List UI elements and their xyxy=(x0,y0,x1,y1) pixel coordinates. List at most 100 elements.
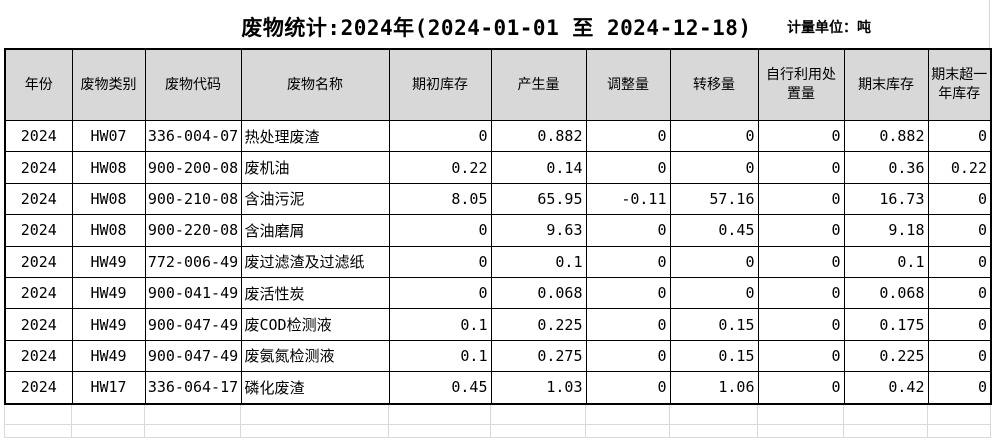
cell-opening_stock[interactable]: 0.1 xyxy=(388,308,492,341)
cell-code[interactable]: 900-047-49 xyxy=(144,308,242,341)
cell-produced[interactable]: 0.275 xyxy=(490,339,587,373)
cell-self_disposal[interactable]: 0 xyxy=(757,214,845,247)
cell-over_year_stock[interactable]: 0 xyxy=(927,119,992,153)
cell-self_disposal[interactable]: 0 xyxy=(757,119,845,153)
cell-name[interactable]: 废过滤渣及过滤纸 xyxy=(240,245,390,278)
cell-year[interactable]: 2024 xyxy=(4,371,73,405)
col-header-category[interactable]: 废物类别 xyxy=(71,48,146,121)
cell-transferred[interactable]: 0 xyxy=(669,119,759,153)
col-header-ending-stock[interactable]: 期末库存 xyxy=(843,48,929,121)
cell-category[interactable]: HW49 xyxy=(71,339,146,373)
cell-year[interactable]: 2024 xyxy=(4,308,73,341)
cell-ending_stock[interactable]: 0.36 xyxy=(843,151,929,184)
cell-code[interactable]: 900-210-08 xyxy=(144,182,242,216)
cell-produced[interactable]: 0.882 xyxy=(490,119,587,153)
cell-category[interactable]: HW17 xyxy=(71,371,146,405)
cell-opening_stock[interactable]: 0.45 xyxy=(388,371,492,405)
cell-category[interactable]: HW49 xyxy=(71,308,146,341)
cell-name[interactable]: 含油污泥 xyxy=(240,182,390,216)
cell-adjusted[interactable]: 0 xyxy=(585,214,671,247)
cell-name[interactable]: 磷化废渣 xyxy=(240,371,390,405)
cell-adjusted[interactable]: 0 xyxy=(585,119,671,153)
cell-transferred[interactable]: 57.16 xyxy=(669,182,759,216)
cell-opening_stock[interactable]: 0 xyxy=(388,245,492,278)
cell-over_year_stock[interactable]: 0 xyxy=(927,339,992,373)
empty-cell[interactable] xyxy=(4,424,72,438)
cell-transferred[interactable]: 0.15 xyxy=(669,339,759,373)
cell-opening_stock[interactable]: 0.1 xyxy=(388,339,492,373)
cell-over_year_stock[interactable]: 0 xyxy=(927,245,992,278)
col-header-produced[interactable]: 产生量 xyxy=(490,48,587,121)
cell-code[interactable]: 900-220-08 xyxy=(144,214,242,247)
empty-cell[interactable] xyxy=(71,404,145,425)
cell-produced[interactable]: 0.068 xyxy=(490,276,587,310)
cell-name[interactable]: 废氨氮检测液 xyxy=(240,339,390,373)
cell-over_year_stock[interactable]: 0 xyxy=(927,276,992,310)
col-header-code[interactable]: 废物代码 xyxy=(144,48,242,121)
cell-ending_stock[interactable]: 0.42 xyxy=(843,371,929,405)
empty-cell[interactable] xyxy=(843,424,928,438)
empty-cell[interactable] xyxy=(669,404,758,425)
empty-cell[interactable] xyxy=(757,424,844,438)
cell-self_disposal[interactable]: 0 xyxy=(757,371,845,405)
cell-produced[interactable]: 65.95 xyxy=(490,182,587,216)
col-header-self-disposal[interactable]: 自行利用处置量 xyxy=(757,48,845,121)
cell-produced[interactable]: 0.1 xyxy=(490,245,587,278)
cell-year[interactable]: 2024 xyxy=(4,245,73,278)
cell-adjusted[interactable]: 0 xyxy=(585,308,671,341)
cell-name[interactable]: 含油磨屑 xyxy=(240,214,390,247)
cell-adjusted[interactable]: 0 xyxy=(585,339,671,373)
cell-category[interactable]: HW08 xyxy=(71,214,146,247)
empty-cell[interactable] xyxy=(144,404,241,425)
empty-cell[interactable] xyxy=(240,404,389,425)
cell-year[interactable]: 2024 xyxy=(4,119,73,153)
cell-name[interactable]: 废活性炭 xyxy=(240,276,390,310)
empty-cell[interactable] xyxy=(585,424,670,438)
empty-cell[interactable] xyxy=(388,424,491,438)
col-header-year[interactable]: 年份 xyxy=(4,48,73,121)
empty-cell[interactable] xyxy=(585,404,670,425)
cell-opening_stock[interactable]: 0 xyxy=(388,276,492,310)
cell-adjusted[interactable]: -0.11 xyxy=(585,182,671,216)
cell-over_year_stock[interactable]: 0 xyxy=(927,182,992,216)
cell-name[interactable]: 热处理废渣 xyxy=(240,119,390,153)
col-header-transferred[interactable]: 转移量 xyxy=(669,48,759,121)
cell-transferred[interactable]: 0 xyxy=(669,151,759,184)
cell-code[interactable]: 772-006-49 xyxy=(144,245,242,278)
cell-category[interactable]: HW49 xyxy=(71,276,146,310)
cell-over_year_stock[interactable]: 0 xyxy=(927,371,992,405)
empty-cell[interactable] xyxy=(144,424,241,438)
cell-produced[interactable]: 9.63 xyxy=(490,214,587,247)
cell-adjusted[interactable]: 0 xyxy=(585,276,671,310)
cell-year[interactable]: 2024 xyxy=(4,276,73,310)
cell-transferred[interactable]: 0.15 xyxy=(669,308,759,341)
cell-self_disposal[interactable]: 0 xyxy=(757,308,845,341)
cell-opening_stock[interactable]: 0 xyxy=(388,214,492,247)
cell-ending_stock[interactable]: 0.882 xyxy=(843,119,929,153)
cell-category[interactable]: HW08 xyxy=(71,151,146,184)
cell-opening_stock[interactable]: 0.22 xyxy=(388,151,492,184)
empty-cell[interactable] xyxy=(71,424,145,438)
cell-ending_stock[interactable]: 0.1 xyxy=(843,245,929,278)
cell-code[interactable]: 336-064-17 xyxy=(144,371,242,405)
empty-cell[interactable] xyxy=(490,424,586,438)
cell-ending_stock[interactable]: 9.18 xyxy=(843,214,929,247)
col-header-adjusted[interactable]: 调整量 xyxy=(585,48,671,121)
empty-cell[interactable] xyxy=(4,404,72,425)
cell-transferred[interactable]: 1.06 xyxy=(669,371,759,405)
cell-category[interactable]: HW08 xyxy=(71,182,146,216)
empty-cell[interactable] xyxy=(388,404,491,425)
cell-name[interactable]: 废COD检测液 xyxy=(240,308,390,341)
cell-adjusted[interactable]: 0 xyxy=(585,151,671,184)
empty-cell[interactable] xyxy=(927,404,991,425)
cell-adjusted[interactable]: 0 xyxy=(585,371,671,405)
cell-produced[interactable]: 1.03 xyxy=(490,371,587,405)
cell-self_disposal[interactable]: 0 xyxy=(757,182,845,216)
col-header-opening-stock[interactable]: 期初库存 xyxy=(388,48,492,121)
empty-cell[interactable] xyxy=(843,404,928,425)
cell-transferred[interactable]: 0.45 xyxy=(669,214,759,247)
cell-code[interactable]: 900-200-08 xyxy=(144,151,242,184)
cell-produced[interactable]: 0.14 xyxy=(490,151,587,184)
cell-over_year_stock[interactable]: 0 xyxy=(927,308,992,341)
cell-category[interactable]: HW49 xyxy=(71,245,146,278)
